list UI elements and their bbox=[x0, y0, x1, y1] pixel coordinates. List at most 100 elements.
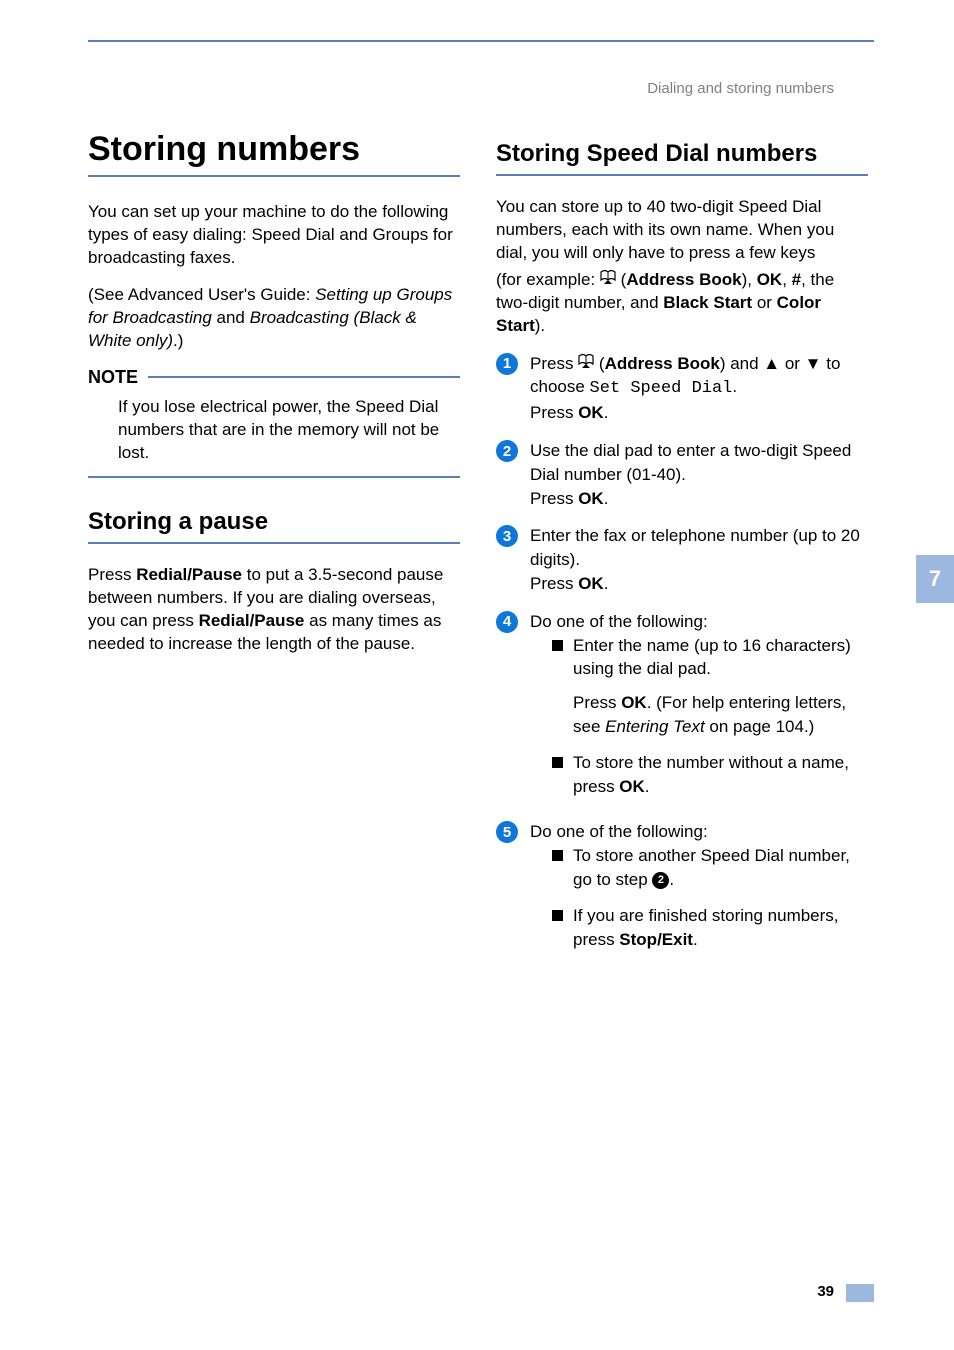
s5i2a: If you are finished storing numbers, pre… bbox=[573, 906, 839, 949]
step-4-badge: 4 bbox=[496, 611, 518, 633]
h2-rule-left bbox=[88, 542, 460, 544]
step-4-item-2: To store the number without a name, pres… bbox=[552, 751, 868, 799]
s2a: Use the dial pad to enter a two-digit Sp… bbox=[530, 441, 851, 484]
s5i2b: . bbox=[693, 930, 698, 949]
left-column: Storing numbers You can set up your mach… bbox=[88, 130, 460, 977]
s1e: Press bbox=[530, 403, 578, 422]
s1f: . bbox=[604, 403, 609, 422]
pause-t1: Press bbox=[88, 565, 136, 584]
note-top-line bbox=[148, 376, 460, 378]
address-book-icon bbox=[600, 269, 616, 287]
sd-address-book: Address Book bbox=[626, 270, 741, 289]
s4i1d: on page 104.) bbox=[705, 717, 815, 736]
s2c: . bbox=[604, 489, 609, 508]
sd-intro-1: You can store up to 40 two-digit Speed D… bbox=[496, 196, 868, 265]
top-rule bbox=[88, 40, 874, 42]
s1a: Press bbox=[530, 354, 578, 373]
h2-rule-right bbox=[496, 174, 868, 176]
step-2-body: Use the dial pad to enter a two-digit Sp… bbox=[530, 439, 868, 510]
step-3: 3 Enter the fax or telephone number (up … bbox=[496, 524, 868, 595]
s3-ok: OK bbox=[578, 574, 604, 593]
step-4: 4 Do one of the following: Enter the nam… bbox=[496, 610, 868, 811]
bullet-icon bbox=[552, 910, 563, 921]
s4i2b: . bbox=[645, 777, 650, 796]
step-5-body: Do one of the following: To store anothe… bbox=[530, 820, 868, 963]
bullet-icon bbox=[552, 640, 563, 651]
note-label: NOTE bbox=[88, 367, 138, 388]
sd-black-start: Black Start bbox=[663, 293, 752, 312]
s4i1-text: Enter the name (up to 16 characters) usi… bbox=[573, 634, 868, 739]
step-5-badge: 5 bbox=[496, 821, 518, 843]
see-text-1: (See Advanced User's Guide: bbox=[88, 285, 315, 304]
step-2: 2 Use the dial pad to enter a two-digit … bbox=[496, 439, 868, 510]
step-4-sublist: Enter the name (up to 16 characters) usi… bbox=[530, 634, 868, 799]
page-number: 39 bbox=[817, 1283, 834, 1300]
s4i1a: Enter the name (up to 16 characters) usi… bbox=[573, 636, 851, 679]
s4i1-ok: OK bbox=[621, 693, 647, 712]
step-4-item-1: Enter the name (up to 16 characters) usi… bbox=[552, 634, 868, 739]
see-and: and bbox=[212, 308, 250, 327]
s3a: Enter the fax or telephone number (up to… bbox=[530, 526, 860, 569]
page-title: Storing numbers bbox=[88, 130, 460, 169]
bullet-icon bbox=[552, 850, 563, 861]
see-end: .) bbox=[173, 331, 183, 350]
s5i1-text: To store another Speed Dial number, go t… bbox=[573, 844, 868, 892]
note-bottom-line bbox=[88, 476, 460, 478]
s1-mono: Set Speed Dial bbox=[590, 379, 733, 398]
step-5: 5 Do one of the following: To store anot… bbox=[496, 820, 868, 963]
sd-i2d: , bbox=[782, 270, 791, 289]
subheading-pause: Storing a pause bbox=[88, 508, 460, 536]
s4a: Do one of the following: bbox=[530, 612, 708, 631]
step-5-item-1: To store another Speed Dial number, go t… bbox=[552, 844, 868, 892]
sd-i2g: ). bbox=[535, 316, 545, 335]
s1b: ( bbox=[594, 354, 604, 373]
pause-b2: Redial/Pause bbox=[199, 611, 305, 630]
sd-i2a: (for example: bbox=[496, 270, 600, 289]
page-number-bar bbox=[846, 1284, 874, 1302]
pause-paragraph: Press Redial/Pause to put a 3.5-second p… bbox=[88, 564, 460, 656]
step-2-badge: 2 bbox=[496, 440, 518, 462]
s4i1b: Press bbox=[573, 693, 621, 712]
s5i1b: . bbox=[669, 870, 674, 889]
sd-ok: OK bbox=[757, 270, 783, 289]
s1-ab: Address Book bbox=[605, 354, 720, 373]
s1d: . bbox=[732, 377, 737, 396]
note-body: If you lose electrical power, the Speed … bbox=[88, 396, 460, 465]
step-1-badge: 1 bbox=[496, 353, 518, 375]
step-3-body: Enter the fax or telephone number (up to… bbox=[530, 524, 868, 595]
s2b: Press bbox=[530, 489, 578, 508]
subheading-speed-dial: Storing Speed Dial numbers bbox=[496, 140, 868, 168]
sd-i2f: or bbox=[752, 293, 777, 312]
chapter-header: Dialing and storing numbers bbox=[647, 80, 834, 97]
s3c: . bbox=[604, 574, 609, 593]
s5i1a: To store another Speed Dial number, go t… bbox=[573, 846, 850, 889]
step-4-body: Do one of the following: Enter the name … bbox=[530, 610, 868, 811]
h1-rule bbox=[88, 175, 460, 177]
s3b: Press bbox=[530, 574, 578, 593]
s5i2-se: Stop/Exit bbox=[619, 930, 693, 949]
step-ref-badge: 2 bbox=[652, 872, 669, 889]
note-header: NOTE bbox=[88, 367, 460, 388]
sd-hash: # bbox=[792, 270, 801, 289]
intro-text: You can set up your machine to do the fo… bbox=[88, 201, 460, 270]
chapter-tab: 7 bbox=[916, 555, 954, 603]
step-3-badge: 3 bbox=[496, 525, 518, 547]
sd-intro-2: (for example: (Address Book), OK, #, the… bbox=[496, 269, 868, 338]
s5i2-text: If you are finished storing numbers, pre… bbox=[573, 904, 868, 952]
s4i2a: To store the number without a name, pres… bbox=[573, 753, 849, 796]
step-1-body: Press (Address Book) and ▲ or ▼ to choos… bbox=[530, 352, 868, 425]
pause-b1: Redial/Pause bbox=[136, 565, 242, 584]
content-area: Storing numbers You can set up your mach… bbox=[88, 130, 868, 977]
s4i2-text: To store the number without a name, pres… bbox=[573, 751, 868, 799]
right-column: Storing Speed Dial numbers You can store… bbox=[496, 130, 868, 977]
step-5-sublist: To store another Speed Dial number, go t… bbox=[530, 844, 868, 951]
step-1: 1 Press (Address Book) and ▲ or ▼ to cho… bbox=[496, 352, 868, 425]
step-5-item-2: If you are finished storing numbers, pre… bbox=[552, 904, 868, 952]
see-ref: (See Advanced User's Guide: Setting up G… bbox=[88, 284, 460, 353]
s1-ok: OK bbox=[578, 403, 604, 422]
sd-i2b: ( bbox=[616, 270, 626, 289]
s5a: Do one of the following: bbox=[530, 822, 708, 841]
s4i1-it: Entering Text bbox=[605, 717, 705, 736]
bullet-icon bbox=[552, 757, 563, 768]
s4i2-ok: OK bbox=[619, 777, 645, 796]
